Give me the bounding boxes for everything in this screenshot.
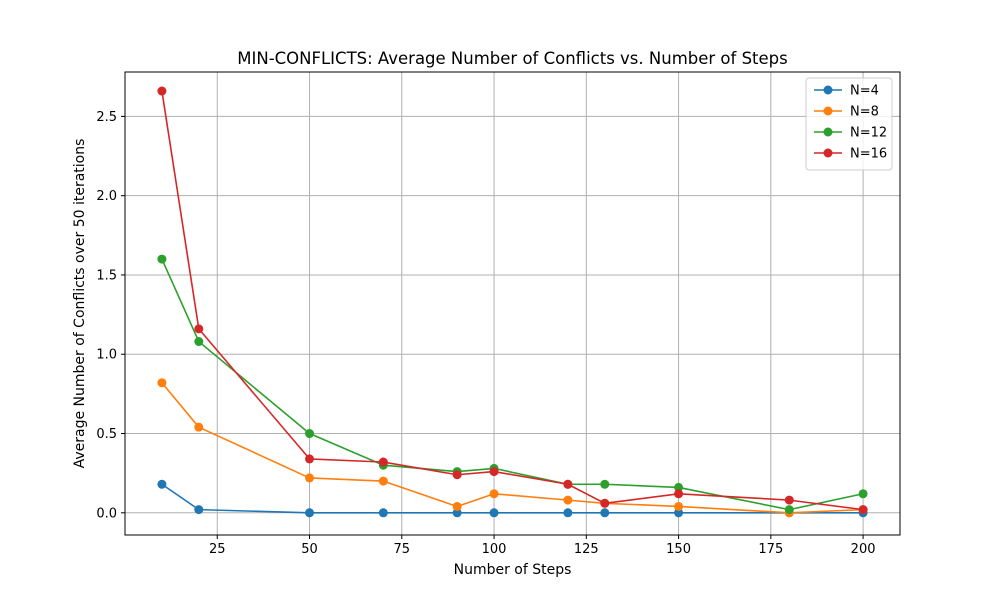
series-n8 <box>157 378 868 518</box>
y-tick-label: 1.5 <box>96 268 117 283</box>
y-axis-label: Average Number of Conflicts over 50 iter… <box>72 139 88 469</box>
data-point <box>378 508 388 518</box>
series-line <box>161 258 864 511</box>
data-point <box>674 508 684 518</box>
y-tick-label: 2.0 <box>96 189 117 204</box>
series-layer <box>157 86 868 518</box>
legend-label: N=4 <box>850 84 879 99</box>
legend: N=4 N=8 N=12 N=16 <box>805 77 893 171</box>
data-point <box>858 505 868 515</box>
plot-frame <box>124 71 901 536</box>
data-point <box>674 501 684 511</box>
y-tick-label: 1.0 <box>96 348 117 363</box>
data-point <box>157 378 167 388</box>
x-tick-label: 200 <box>851 542 876 557</box>
series-n16 <box>157 86 868 515</box>
data-point <box>600 498 610 508</box>
data-point <box>858 489 868 499</box>
data-point <box>378 457 388 467</box>
legend-swatch-marker <box>823 106 833 116</box>
x-tick-label: 50 <box>301 542 318 557</box>
data-point <box>378 476 388 486</box>
data-point <box>194 324 204 334</box>
x-tick-label: 25 <box>209 542 226 557</box>
data-point <box>563 508 573 518</box>
data-point <box>157 254 167 264</box>
data-point <box>600 479 610 489</box>
data-point <box>305 454 315 464</box>
data-point <box>489 467 499 477</box>
legend-box <box>805 77 893 171</box>
series-line <box>161 381 864 514</box>
data-point <box>489 489 499 499</box>
x-tick-label: 125 <box>574 542 599 557</box>
x-tick-label: 175 <box>758 542 783 557</box>
legend-label: N=16 <box>850 147 887 162</box>
data-point <box>157 479 167 489</box>
x-axis-label: Number of Steps <box>454 562 572 578</box>
legend-swatch-marker <box>823 127 833 137</box>
data-point <box>784 505 794 515</box>
legend-swatch-marker <box>823 148 833 158</box>
data-point <box>305 508 315 518</box>
series-line <box>161 90 864 511</box>
data-point <box>489 508 499 518</box>
legend-swatch-marker <box>823 85 833 95</box>
data-point <box>305 429 315 439</box>
ticks: 25 50 75 100 125 150 175 200 0.0 0.5 1.0 1.5 2.0 2.5 <box>96 110 875 557</box>
data-point <box>157 86 167 96</box>
y-tick-label: 0.5 <box>96 427 117 442</box>
chart-title: MIN-CONFLICTS: Average Number of Conflic… <box>237 49 787 68</box>
data-point <box>194 505 204 515</box>
data-point <box>600 508 610 518</box>
y-tick-label: 0.0 <box>96 506 117 521</box>
data-point <box>674 482 684 492</box>
legend-label: N=12 <box>850 126 887 141</box>
data-point <box>452 501 462 511</box>
grid <box>125 72 900 535</box>
x-tick-label: 75 <box>394 542 411 557</box>
data-point <box>194 422 204 432</box>
data-point <box>563 479 573 489</box>
data-point <box>194 337 204 347</box>
data-point <box>784 495 794 505</box>
data-point <box>305 473 315 483</box>
x-tick-label: 150 <box>666 542 691 557</box>
y-tick-label: 2.5 <box>96 110 117 125</box>
legend-label: N=8 <box>850 105 879 120</box>
data-point <box>674 489 684 499</box>
data-point <box>452 508 462 518</box>
data-point <box>563 495 573 505</box>
x-tick-label: 100 <box>482 542 507 557</box>
data-point <box>452 470 462 480</box>
